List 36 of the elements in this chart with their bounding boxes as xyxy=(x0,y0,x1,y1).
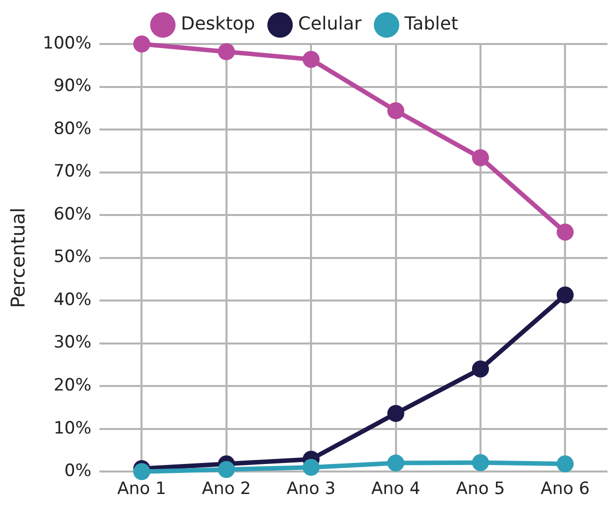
point xyxy=(387,102,404,120)
point xyxy=(472,360,489,378)
y-tick-label: 0% xyxy=(64,461,92,482)
point xyxy=(133,463,150,480)
x-tick-label: Ano 6 xyxy=(540,479,590,500)
y-tick-label: 10% xyxy=(54,418,92,438)
y-tick-label: 20% xyxy=(54,376,92,396)
y-tick-label: 40% xyxy=(54,290,92,310)
point xyxy=(302,50,320,68)
x-tick-label: Ano 3 xyxy=(286,479,336,500)
y-tick-label: 90% xyxy=(54,76,92,96)
point xyxy=(556,224,574,241)
y-tick-label: 30% xyxy=(54,332,92,353)
point xyxy=(302,458,320,476)
x-tick-label: Ano 1 xyxy=(117,479,166,500)
y-tick-label: 60% xyxy=(54,204,92,224)
point xyxy=(218,460,235,478)
y-tick-label: 50% xyxy=(54,247,92,268)
point xyxy=(472,454,489,472)
y-tick-label: 100% xyxy=(42,33,92,54)
point xyxy=(133,36,150,52)
y-tick-label: 70% xyxy=(54,162,92,182)
x-tick-label: Ano 2 xyxy=(202,479,251,500)
y-axis-title: Percentual xyxy=(7,208,30,308)
point xyxy=(556,286,574,304)
x-tick-label: Ano 4 xyxy=(371,479,420,500)
y-tick-label: 80% xyxy=(54,118,92,139)
legend-label: Celular xyxy=(298,14,362,35)
legend-label: Desktop xyxy=(180,14,256,35)
point xyxy=(556,455,574,472)
point xyxy=(218,43,235,60)
point xyxy=(387,454,404,472)
point xyxy=(472,149,489,166)
legend-label: Tablet xyxy=(404,14,458,35)
point xyxy=(387,404,404,422)
x-tick-label: Ano 5 xyxy=(456,479,505,500)
